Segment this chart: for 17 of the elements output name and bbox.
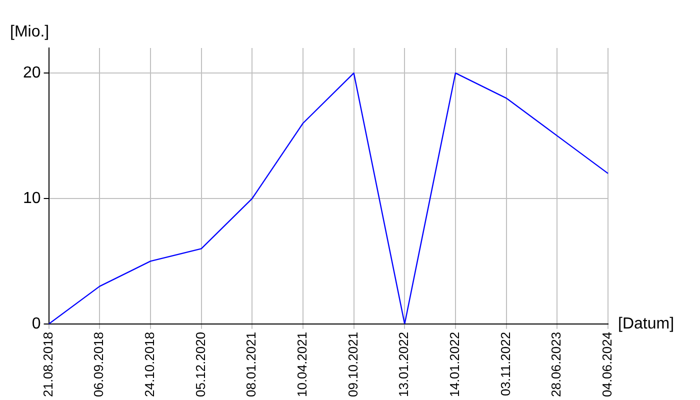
y-tick-label: 20: [23, 64, 41, 82]
x-tick-label: 03.11.2022: [498, 332, 513, 396]
x-tick-label: 28.06.2023: [548, 332, 564, 398]
x-tick-label: 09.10.2021: [345, 332, 360, 398]
x-tick-label: 06.09.2018: [91, 332, 106, 398]
x-tick-label: 05.12.2020: [192, 332, 208, 398]
x-axis-title: [Datum]: [618, 315, 674, 332]
x-tick-label: 14.01.2022: [447, 332, 462, 398]
y-tick-label: 10: [23, 190, 41, 207]
x-tick-label: 21.08.2018: [40, 332, 56, 398]
x-tick-label: 08.01.2021: [244, 332, 259, 398]
y-axis-title: [Mio.]: [10, 23, 50, 40]
x-tick-label: 24.10.2018: [142, 332, 158, 398]
x-tick-label: 13.01.2022: [396, 332, 412, 398]
x-tick-label: 10.04.2021: [294, 332, 310, 398]
y-tick-label: 0: [32, 315, 41, 332]
x-tick-label: 04.06.2024: [600, 332, 615, 398]
